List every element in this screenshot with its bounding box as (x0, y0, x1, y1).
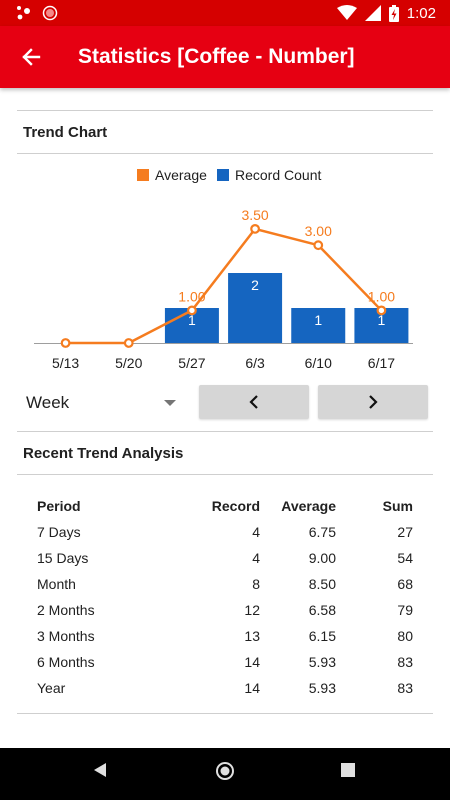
legend-label: Record Count (235, 167, 321, 183)
cell-record: 4 (252, 550, 260, 567)
cell-record: 12 (244, 602, 260, 618)
cell-record: 13 (244, 627, 260, 644)
bar-value-label: 1 (314, 312, 322, 328)
average-point (123, 338, 134, 348)
signal-icon (364, 5, 381, 21)
cell-average: 6.75 (308, 524, 336, 541)
cell-record: 8 (252, 576, 260, 593)
x-tick-label: 5/13 (52, 355, 79, 371)
system-nav-bar (0, 748, 450, 800)
arrow-left-icon (22, 48, 41, 66)
app-bar: Statistics [Coffee - Number] (0, 26, 450, 88)
nav-home-icon[interactable] (215, 761, 235, 781)
divider (17, 431, 433, 432)
page-title: Statistics [Coffee - Number] (78, 45, 355, 68)
bar (228, 273, 283, 343)
cell-record: 14 (244, 653, 260, 670)
app-notification-icon (42, 5, 58, 21)
cell-sum: 27 (397, 524, 413, 541)
trend-analysis-table: Period Record Average Sum 7 Days 4 6.75 … (37, 493, 413, 701)
header-sum: Sum (382, 497, 413, 514)
battery-charging-icon (388, 4, 399, 22)
table-row: 15 Days 4 9.00 54 (37, 545, 413, 571)
assistant-notification-icon (17, 6, 30, 20)
cell-period: 15 Days (37, 550, 89, 567)
cell-average: 9.00 (308, 550, 336, 567)
cell-sum: 68 (397, 576, 413, 593)
cell-sum: 80 (397, 627, 413, 644)
cell-sum: 79 (397, 602, 413, 618)
cell-average: 8.50 (308, 576, 336, 593)
table-row: Year 14 5.93 83 (37, 675, 413, 701)
cell-average: 5.93 (308, 679, 336, 696)
status-time: 1:02 (406, 4, 436, 22)
cell-average: 5.93 (308, 653, 336, 670)
dropdown-caret-icon (164, 400, 176, 406)
legend-swatch (217, 169, 229, 181)
previous-period-button[interactable] (199, 385, 309, 419)
cell-sum: 54 (397, 550, 413, 567)
divider (17, 153, 433, 154)
table-row: Month 8 8.50 68 (37, 571, 413, 597)
divider (17, 110, 433, 111)
table-row: 6 Months 14 5.93 83 (37, 649, 413, 675)
table-header-row: Period Record Average Sum (37, 493, 413, 519)
recent-trend-title: Recent Trend Analysis (23, 445, 184, 462)
cell-average: 6.15 (308, 627, 336, 644)
x-tick-label: 5/20 (115, 355, 142, 371)
cell-record: 4 (252, 524, 260, 541)
average-value-label: 3.00 (305, 223, 332, 239)
trend-chart: Average Record Count 1 2 1 1 1.00 3.50 3.00 1.00 5… (34, 167, 413, 371)
average-value-label: 3.50 (241, 207, 268, 223)
trend-chart-title: Trend Chart (23, 124, 108, 141)
cell-record: 14 (244, 679, 260, 696)
cell-period: 3 Months (37, 627, 95, 644)
average-point (250, 223, 260, 234)
x-tick-label: 6/3 (245, 355, 265, 371)
table-row: 2 Months 12 6.58 79 (37, 597, 413, 623)
bar (291, 308, 346, 343)
bar-value-label: 1 (378, 312, 386, 328)
header-period: Period (37, 497, 81, 514)
back-button[interactable] (0, 26, 62, 88)
cell-period: 2 Months (37, 602, 95, 618)
bar-value-label: 2 (251, 277, 259, 293)
legend-swatch (137, 169, 149, 181)
nav-back-icon[interactable] (92, 762, 108, 778)
cell-period: 7 Days (37, 524, 81, 541)
average-line (65, 227, 383, 345)
cell-period: 6 Months (37, 653, 95, 670)
chevron-left-icon (249, 395, 258, 409)
chevron-right-icon (369, 395, 378, 409)
divider (17, 713, 433, 714)
cell-period: Year (37, 679, 66, 696)
nav-recents-icon[interactable] (341, 763, 355, 777)
cell-period: Month (37, 576, 76, 593)
table-row: 7 Days 4 6.75 27 (37, 519, 413, 545)
period-select-value: Week (26, 393, 70, 412)
average-point (60, 338, 71, 348)
header-average: Average (281, 497, 336, 514)
x-tick-label: 6/17 (368, 355, 395, 371)
next-period-button[interactable] (318, 385, 428, 419)
average-value-label: 1.00 (368, 288, 395, 304)
status-bar: 1:02 (0, 0, 450, 26)
average-point (376, 305, 387, 316)
wifi-icon (336, 5, 357, 20)
x-tick-label: 6/10 (305, 355, 332, 371)
table-row: 3 Months 13 6.15 80 (37, 623, 413, 649)
cell-sum: 83 (397, 679, 413, 696)
average-point (187, 305, 197, 316)
cell-sum: 83 (397, 653, 413, 670)
header-record: Record (211, 497, 260, 514)
cell-average: 6.58 (308, 602, 336, 618)
bar-value-label: 1 (188, 312, 196, 328)
average-value-label: 1.00 (178, 288, 205, 304)
average-point (313, 240, 324, 251)
divider (17, 474, 433, 475)
period-select[interactable]: Week (22, 386, 182, 420)
legend-label: Average (155, 167, 207, 183)
x-tick-label: 5/27 (178, 355, 205, 371)
